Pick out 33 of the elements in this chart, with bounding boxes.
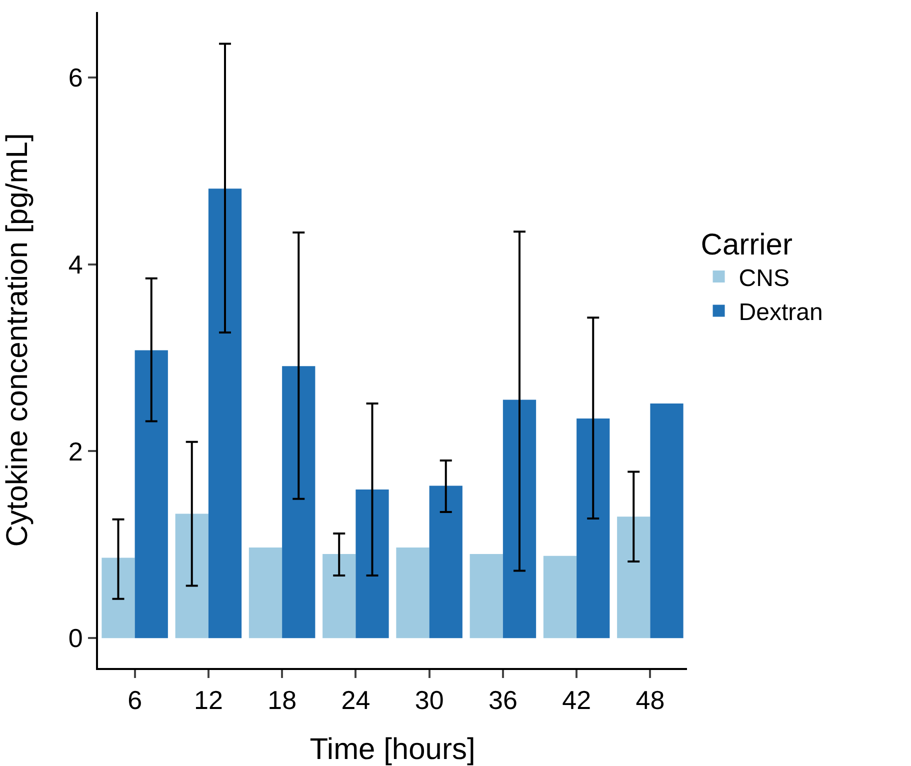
y-axis-title: Cytokine concentration [pg/mL] (1, 133, 34, 547)
bar (502, 400, 536, 638)
x-tick-label: 12 (194, 685, 223, 716)
bar (175, 514, 208, 638)
bar (429, 486, 462, 638)
x-tick-label: 6 (128, 685, 142, 716)
x-tick-label: 42 (562, 685, 592, 716)
x-axis-title: Time [hours] (310, 733, 476, 766)
bar (248, 547, 282, 638)
bar (134, 350, 168, 638)
bar (470, 554, 503, 638)
bar (208, 188, 242, 638)
x-tick-label: 30 (414, 685, 444, 716)
bar (102, 558, 135, 638)
bar (543, 556, 577, 638)
x-tick-label: 48 (636, 685, 665, 716)
y-tick-label: 0 (68, 623, 83, 654)
bar (576, 418, 610, 638)
bar (396, 547, 430, 638)
y-tick-label: 4 (68, 249, 83, 280)
legend-title: Carrier (700, 228, 792, 262)
y-tick-label: 6 (68, 62, 83, 93)
y-tick-label: 2 (68, 436, 83, 466)
legend-label: Dextran (738, 299, 823, 326)
legend-label: CNS (738, 264, 790, 292)
bar (356, 490, 389, 638)
x-tick-label: 18 (268, 685, 297, 716)
bar (282, 366, 316, 638)
bar (650, 404, 684, 638)
x-tick-label: 36 (488, 685, 518, 716)
bar (617, 516, 650, 638)
bar (322, 554, 356, 638)
x-tick-label: 24 (341, 685, 370, 716)
